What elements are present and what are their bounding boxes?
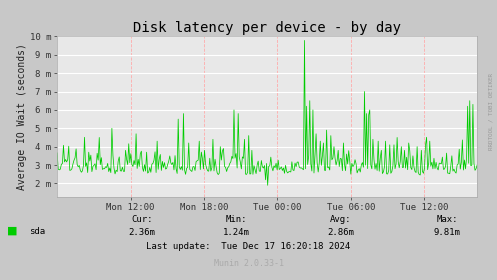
Y-axis label: Average IO Wait (seconds): Average IO Wait (seconds): [17, 43, 27, 190]
Text: 2.86m: 2.86m: [327, 228, 354, 237]
Text: 1.24m: 1.24m: [223, 228, 249, 237]
Text: Avg:: Avg:: [330, 215, 351, 224]
Text: Cur:: Cur:: [131, 215, 153, 224]
Text: Munin 2.0.33-1: Munin 2.0.33-1: [214, 259, 283, 268]
Text: sda: sda: [29, 227, 45, 235]
Text: ■: ■: [7, 226, 18, 236]
Text: Min:: Min:: [225, 215, 247, 224]
Text: Last update:  Tue Dec 17 16:20:18 2024: Last update: Tue Dec 17 16:20:18 2024: [147, 242, 350, 251]
Text: 2.36m: 2.36m: [128, 228, 155, 237]
Title: Disk latency per device - by day: Disk latency per device - by day: [133, 21, 401, 35]
Text: Max:: Max:: [436, 215, 458, 224]
Text: RRDTOOL / TOBI OETIKER: RRDTOOL / TOBI OETIKER: [489, 74, 494, 151]
Text: 9.81m: 9.81m: [434, 228, 461, 237]
